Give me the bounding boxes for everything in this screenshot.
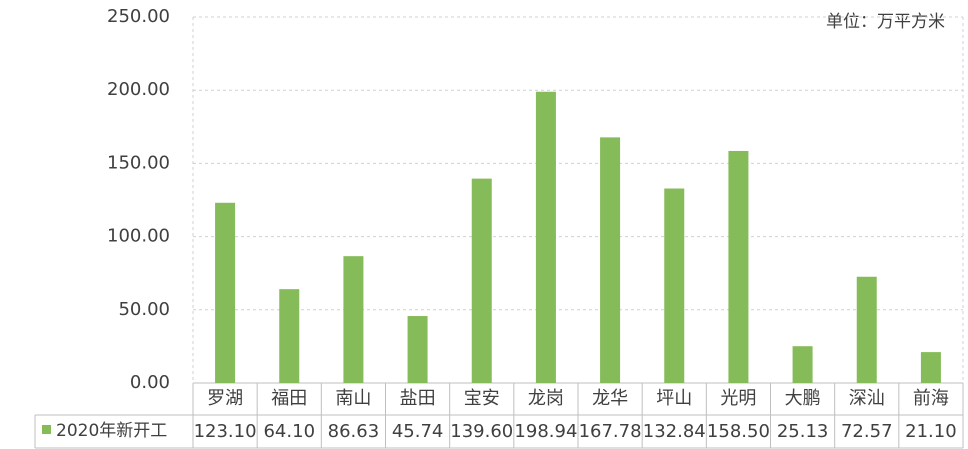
bar xyxy=(600,137,621,383)
bar xyxy=(728,150,749,383)
value-label: 72.57 xyxy=(841,421,893,442)
x-tick-label: 龙华 xyxy=(592,388,628,409)
x-tick-label: 深汕 xyxy=(849,388,885,409)
bar xyxy=(535,91,556,384)
x-tick-label: 大鹏 xyxy=(785,388,821,409)
bar xyxy=(920,352,941,383)
y-tick-label: 100.00 xyxy=(107,226,170,247)
x-tick-label: 坪山 xyxy=(656,388,692,409)
value-label: 123.10 xyxy=(194,421,257,442)
x-tick-label: 龙岗 xyxy=(528,388,564,409)
legend-label: 2020年新开工 xyxy=(56,421,167,441)
value-label: 86.63 xyxy=(328,421,380,442)
y-tick-label: 250.00 xyxy=(107,6,170,27)
value-label: 139.60 xyxy=(450,421,513,442)
bar xyxy=(664,188,685,383)
x-tick-label: 盐田 xyxy=(400,388,436,409)
value-label: 198.94 xyxy=(514,421,577,442)
y-tick-label: 0.00 xyxy=(130,372,170,393)
value-label: 25.13 xyxy=(777,421,829,442)
x-tick-label: 福田 xyxy=(271,388,307,409)
y-tick-label: 200.00 xyxy=(107,79,170,100)
bar xyxy=(279,289,300,383)
x-tick-label: 前海 xyxy=(913,388,949,409)
value-label: 21.10 xyxy=(905,421,957,442)
unit-annotation: 单位：万平方米 xyxy=(826,12,945,32)
y-tick-label: 150.00 xyxy=(107,152,170,173)
value-label: 167.78 xyxy=(579,421,642,442)
x-tick-label: 罗湖 xyxy=(207,388,243,409)
x-tick-label: 宝安 xyxy=(464,388,500,409)
x-tick-label: 南山 xyxy=(335,388,371,409)
bar xyxy=(343,256,364,383)
bar xyxy=(792,346,813,383)
value-label: 45.74 xyxy=(392,421,444,442)
bar xyxy=(856,276,877,383)
value-label: 132.84 xyxy=(643,421,706,442)
value-label: 64.10 xyxy=(263,421,315,442)
bar xyxy=(215,202,236,383)
y-tick-label: 50.00 xyxy=(118,299,170,320)
bar xyxy=(471,178,492,383)
bar xyxy=(407,316,428,383)
value-label: 158.50 xyxy=(707,421,770,442)
legend-swatch xyxy=(42,425,51,434)
x-tick-label: 光明 xyxy=(720,388,756,409)
